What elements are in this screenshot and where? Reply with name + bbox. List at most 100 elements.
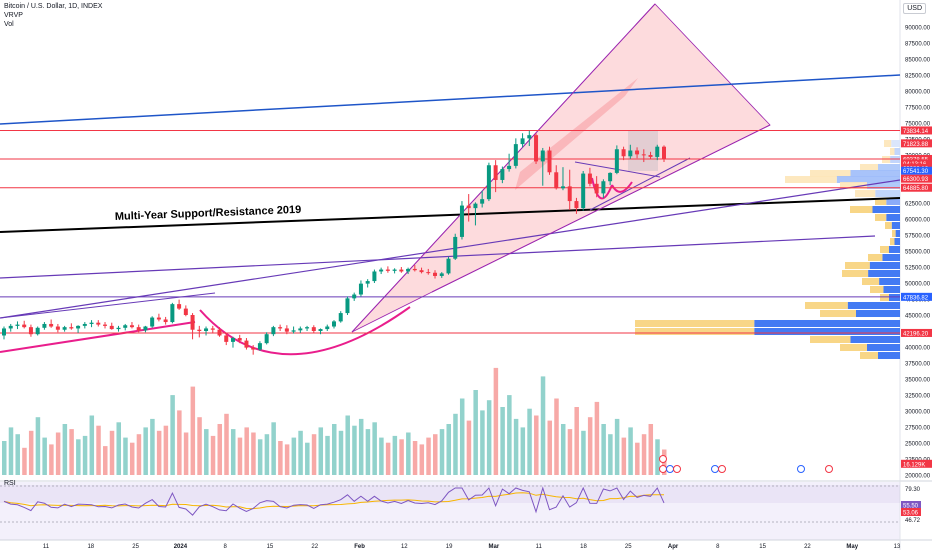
rsi-current-bg-1 <box>901 508 921 516</box>
vrvp-bar-17-up <box>842 270 869 277</box>
event-flag-icon-5 <box>797 465 805 473</box>
volume-bar-23 <box>156 430 162 475</box>
candle-body-78 <box>527 135 532 139</box>
magenta-small-cups <box>591 177 633 200</box>
volume-bar-55 <box>372 422 377 475</box>
price-label-bg-6 <box>901 174 932 183</box>
volume-bar-76 <box>513 418 519 475</box>
vrvp-bar-1-up <box>890 148 895 155</box>
vrvp-bar-7-down <box>875 190 900 197</box>
candle-body-51 <box>345 298 350 314</box>
volume-bar-44 <box>298 430 303 475</box>
candle-body-5 <box>35 327 40 335</box>
volume-bar-38 <box>257 439 263 475</box>
volume-bar-95 <box>641 434 647 475</box>
volume-bar-78 <box>527 408 532 475</box>
time-tick-label-13: 25 <box>625 544 632 550</box>
volume-bar-66 <box>446 424 451 475</box>
candle-body-33 <box>224 335 229 342</box>
vrvp-bar-11-down <box>891 222 900 229</box>
volume-bar-27 <box>183 432 189 475</box>
rsi-current-label-1: 53.06 <box>903 511 919 517</box>
candle-body-98 <box>662 146 666 159</box>
price-tick-label-23: 32500.00 <box>905 394 931 400</box>
indicator-volume-label[interactable]: Vol <box>4 21 14 28</box>
candle-body-32 <box>217 329 222 336</box>
price-tick-label-3: 82500.00 <box>905 74 931 80</box>
price-tick-label-14: 55000.00 <box>905 250 931 256</box>
channel-upper-edge <box>351 3 656 333</box>
volume-bar-0 <box>2 441 7 475</box>
black-support-resistance-line <box>0 197 901 233</box>
volume-bar-8 <box>55 432 61 475</box>
candle-body-39 <box>264 334 269 344</box>
candle-body-1 <box>8 325 13 329</box>
vrvp-bar-24-down <box>754 328 900 335</box>
volume-bar-93 <box>628 427 633 475</box>
time-tick-label-5: 15 <box>267 544 274 550</box>
candle-body-47 <box>318 329 323 331</box>
price-tick-label-13: 57500.00 <box>905 234 931 240</box>
price-label-bg-8 <box>901 292 932 301</box>
vrvp-bar-12-down <box>895 230 900 237</box>
volume-bar-80 <box>540 376 546 475</box>
candle-body-13 <box>89 322 94 324</box>
candle-body-97 <box>655 146 660 157</box>
volume-bar-5 <box>35 417 41 475</box>
candle-body-86 <box>581 173 586 209</box>
volume-bar-51 <box>345 415 350 475</box>
triangle-bottom <box>589 157 691 211</box>
time-tick-label-3: 2024 <box>174 544 188 550</box>
time-tick-label-2: 25 <box>132 544 139 550</box>
price-tick-label-15: 52500.00 <box>905 266 931 272</box>
candle-body-26 <box>177 304 182 309</box>
volume-bar-39 <box>264 434 270 475</box>
volume-bar-63 <box>426 437 431 475</box>
volume-bar-9 <box>62 424 68 475</box>
price-tick-label-6: 75000.00 <box>905 122 931 128</box>
volume-bar-73 <box>493 367 499 475</box>
volume-bar-7 <box>49 444 54 475</box>
candle-body-77 <box>520 138 525 145</box>
blue-trendline <box>0 74 901 125</box>
candle-body-10 <box>69 327 74 329</box>
candle-body-85 <box>574 201 579 209</box>
vrvp-bar-9-down <box>872 206 900 213</box>
volume-bar-75 <box>507 395 512 475</box>
time-tick-label-8: 12 <box>401 544 408 550</box>
indicator-vrvp-label[interactable]: VRVP <box>4 12 23 19</box>
currency-button[interactable]: USD <box>903 3 926 14</box>
candle-body-48 <box>325 326 330 330</box>
price-label-8: 47836.82 <box>903 295 929 301</box>
volume-bar-65 <box>439 429 445 475</box>
candle-body-84 <box>567 186 572 202</box>
time-tick-label-12: 18 <box>580 544 587 550</box>
candle-body-55 <box>372 271 377 282</box>
candle-body-57 <box>385 269 390 271</box>
candle-body-96 <box>648 155 653 157</box>
volume-bar-31 <box>210 435 216 475</box>
volume-bar-33 <box>224 413 229 475</box>
candle-body-73 <box>493 165 498 180</box>
volume-bar-11 <box>76 439 81 475</box>
volume-bar-92 <box>621 437 627 475</box>
volume-bar-79 <box>534 415 539 475</box>
price-tick-label-4: 80000.00 <box>905 90 931 96</box>
vrvp-bar-18-up <box>862 278 880 285</box>
volume-bar-74 <box>500 407 505 475</box>
price-label-1: 71823.88 <box>903 142 929 148</box>
price-axis: 90000.00 87500.00 85000.00 82500.00 80000.00… <box>905 26 931 480</box>
vrvp-bar-8-down <box>886 198 900 205</box>
vrvp-bar-23-up <box>635 320 755 327</box>
time-tick-label-7: Feb <box>354 544 365 550</box>
candle-body-17 <box>116 327 121 330</box>
volume-bar-57 <box>385 442 391 475</box>
candle-body-46 <box>311 327 316 331</box>
candle-body-31 <box>210 328 215 330</box>
volume-bar-13 <box>89 415 95 475</box>
volume-bar-28 <box>190 386 196 475</box>
candle-body-35 <box>237 338 242 341</box>
price-label-bg-0 <box>901 126 932 135</box>
